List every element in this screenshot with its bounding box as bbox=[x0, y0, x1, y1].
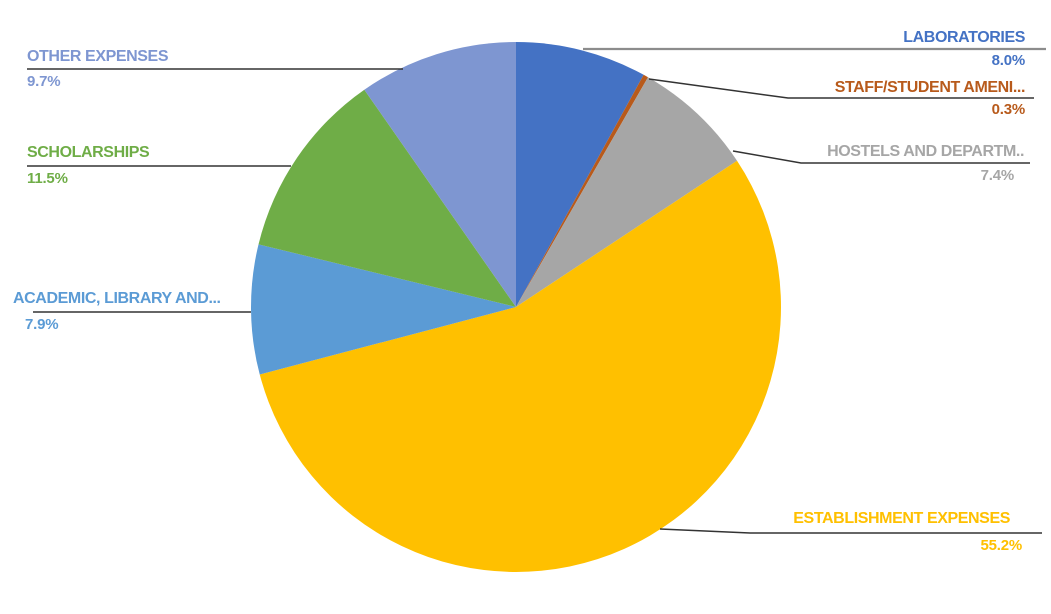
pie-label-other-expenses: OTHER EXPENSES bbox=[27, 48, 169, 65]
pie-label-staff-student-amenities: STAFF/STUDENT AMENI... bbox=[834, 79, 1026, 96]
pie-label-academic-library: ACADEMIC, LIBRARY AND... bbox=[13, 290, 221, 307]
pie-value-hostels-departments: 7.4% bbox=[980, 167, 1015, 184]
pie-slice-scholarships[interactable] bbox=[258, 89, 516, 308]
pie-slice-staff-student-ameni[interactable] bbox=[516, 74, 649, 307]
leader-line-staff-student-ameni bbox=[648, 78, 1034, 99]
pie-slice-academic-library-and[interactable] bbox=[250, 244, 517, 375]
pie-slice-hostels-and-departm[interactable] bbox=[516, 77, 738, 307]
leader-line-establishment-expenses bbox=[659, 528, 1042, 534]
pie-label-scholarships: SCHOLARSHIPS bbox=[27, 144, 150, 161]
pie-value-academic-library: 7.9% bbox=[25, 316, 59, 333]
pie-label-establishment-expenses: ESTABLISHMENT EXPENSES bbox=[793, 510, 1010, 527]
pie-slice-establishment-expenses[interactable] bbox=[259, 160, 781, 572]
pie-slice-laboratories[interactable] bbox=[516, 42, 644, 307]
pie-value-staff-student-amenities: 0.3% bbox=[991, 101, 1026, 118]
pie-value-scholarships: 11.5% bbox=[27, 170, 68, 187]
pie-slice-other-expenses[interactable] bbox=[364, 42, 516, 307]
pie-value-other-expenses: 9.7% bbox=[27, 73, 61, 90]
pie-label-laboratories: LABORATORIES bbox=[903, 29, 1025, 46]
pie-value-laboratories: 8.0% bbox=[991, 52, 1026, 69]
pie-value-establishment-expenses: 55.2% bbox=[980, 537, 1022, 554]
pie-label-hostels-departments: HOSTELS AND DEPARTM.. bbox=[827, 143, 1024, 160]
leader-line-hostels-and-departm bbox=[732, 150, 1030, 164]
